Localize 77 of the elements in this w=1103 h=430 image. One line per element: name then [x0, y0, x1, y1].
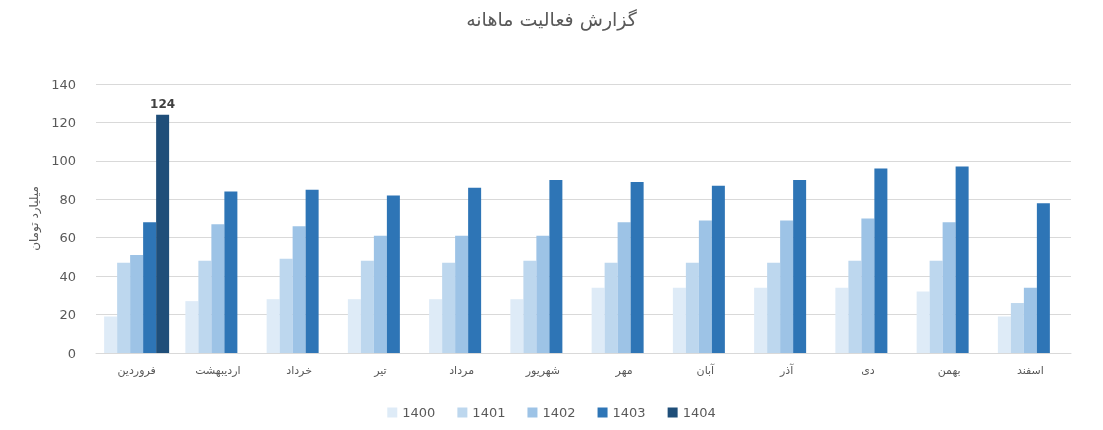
bar: [266, 299, 280, 353]
bar: [942, 222, 956, 353]
x-tick-label: تیر: [373, 364, 387, 377]
y-tick-label: 40: [59, 268, 76, 284]
x-tick-label: اردیبهشت: [195, 364, 241, 377]
bar: [793, 180, 807, 353]
bar: [617, 222, 631, 353]
y-tick-label: 120: [51, 114, 76, 130]
x-tick-label: شهریور: [524, 364, 561, 377]
bar: [711, 185, 725, 353]
bar: [591, 287, 605, 353]
bar: [360, 260, 374, 353]
legend-label: 1401: [472, 405, 506, 420]
x-tick-label: آبان: [696, 363, 716, 377]
bar: [997, 316, 1011, 353]
legend-label: 1402: [542, 405, 576, 420]
x-tick-label: آذر: [778, 363, 795, 377]
bar: [780, 220, 794, 353]
bar: [1023, 287, 1037, 353]
x-tick-label: فروردین: [117, 364, 156, 377]
bar: [185, 301, 199, 353]
legend-label: 1403: [612, 405, 646, 420]
bar: [874, 168, 888, 353]
bar: [292, 226, 306, 353]
bar: [442, 262, 456, 353]
bar: [279, 258, 293, 353]
bar: [224, 191, 238, 353]
bar: [347, 299, 361, 353]
bar: [1036, 203, 1050, 353]
x-tick-label: بهمن: [937, 364, 961, 377]
legend-label: 1404: [682, 405, 716, 420]
bar: [117, 262, 131, 353]
x-tick-label: خرداد: [286, 364, 312, 377]
bar: [835, 287, 849, 353]
bar: [955, 166, 969, 353]
legend-label: 1400: [402, 405, 436, 420]
bar: [104, 316, 118, 353]
x-tick-label: مرداد: [449, 364, 475, 377]
x-tick-label: مهر: [614, 364, 633, 377]
y-tick-label: 60: [59, 230, 76, 246]
bar: [848, 260, 862, 353]
x-tick-label: دی: [861, 364, 875, 377]
bar: [685, 262, 699, 353]
bar: [143, 222, 157, 353]
bar: [523, 260, 537, 353]
bar: [630, 181, 644, 353]
bar: [604, 262, 618, 353]
bar: [1010, 303, 1024, 353]
bar: [754, 287, 768, 353]
bar: [305, 189, 319, 353]
bar: [916, 291, 930, 353]
bar: [549, 180, 563, 353]
bar: [156, 114, 170, 353]
y-tick-label: 20: [59, 307, 76, 323]
bar: [767, 262, 781, 353]
bar: [672, 287, 686, 353]
bar: [198, 260, 212, 353]
bar: [510, 299, 524, 353]
bar: [211, 224, 225, 353]
bar: [536, 235, 550, 353]
bar: [929, 260, 943, 353]
y-tick-label: 0: [67, 345, 76, 361]
x-tick-label: اسفند: [1016, 364, 1044, 377]
bar: [386, 195, 400, 353]
bar: [468, 187, 482, 353]
bar: [455, 235, 469, 353]
y-tick-label: 100: [51, 153, 76, 169]
data-label: 124: [150, 96, 176, 111]
bar: [861, 218, 875, 353]
y-tick-label: 80: [59, 191, 76, 207]
y-axis-title: میلیارد تومان: [27, 186, 43, 251]
bar: [373, 235, 387, 353]
bar: [698, 220, 712, 353]
y-tick-label: 140: [51, 76, 76, 92]
chart-title: گزارش فعالیت ماهانه: [466, 7, 638, 31]
bar: [130, 255, 144, 353]
bar: [429, 299, 443, 353]
